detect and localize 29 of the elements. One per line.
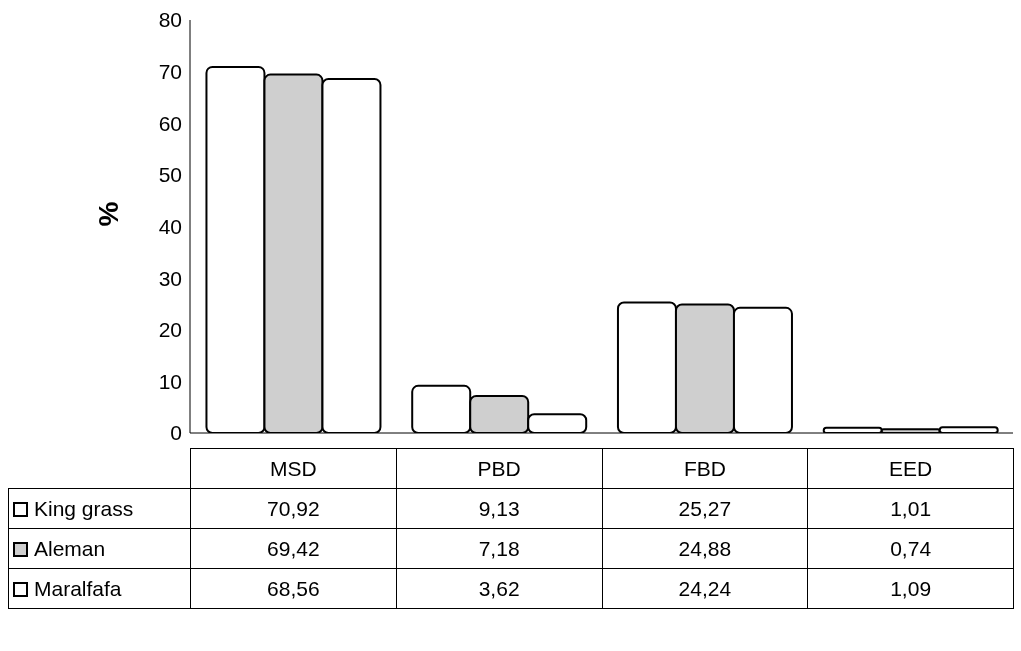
y-tick-label: 40: [158, 214, 182, 238]
y-tick-label: 70: [158, 60, 182, 84]
data-label: 70,92: [190, 488, 397, 529]
data-label: 24,88: [602, 528, 808, 569]
x-tick-label: MSD: [190, 448, 397, 489]
y-axis-title: %: [92, 201, 124, 227]
y-tick-label: 80: [158, 8, 182, 32]
data-label: 3,62: [396, 568, 602, 609]
x-tick-label: EED: [807, 448, 1014, 489]
data-label: 1,09: [807, 568, 1014, 609]
data-label: 7,18: [396, 528, 602, 569]
y-tick-label: 10: [158, 369, 182, 393]
x-tick-label: PBD: [396, 448, 602, 489]
legend-label: Aleman: [34, 536, 106, 560]
y-tick-label: 0: [170, 421, 182, 445]
y-tick-label: 60: [158, 111, 182, 135]
y-tick-label: 20: [158, 318, 182, 342]
data-label: 68,56: [190, 568, 397, 609]
y-tick-label: 30: [158, 266, 182, 290]
x-tick-label: FBD: [602, 448, 808, 489]
legend-label: Maralfafa: [34, 576, 122, 600]
y-tick-label: 50: [158, 163, 182, 187]
data-label: 0,74: [807, 528, 1014, 569]
legend-label: King grass: [34, 496, 134, 520]
data-label: 25,27: [602, 488, 808, 529]
data-label: 24,24: [602, 568, 808, 609]
data-label: 69,42: [190, 528, 397, 569]
data-label: 9,13: [396, 488, 602, 529]
data-label: 1,01: [807, 488, 1014, 529]
